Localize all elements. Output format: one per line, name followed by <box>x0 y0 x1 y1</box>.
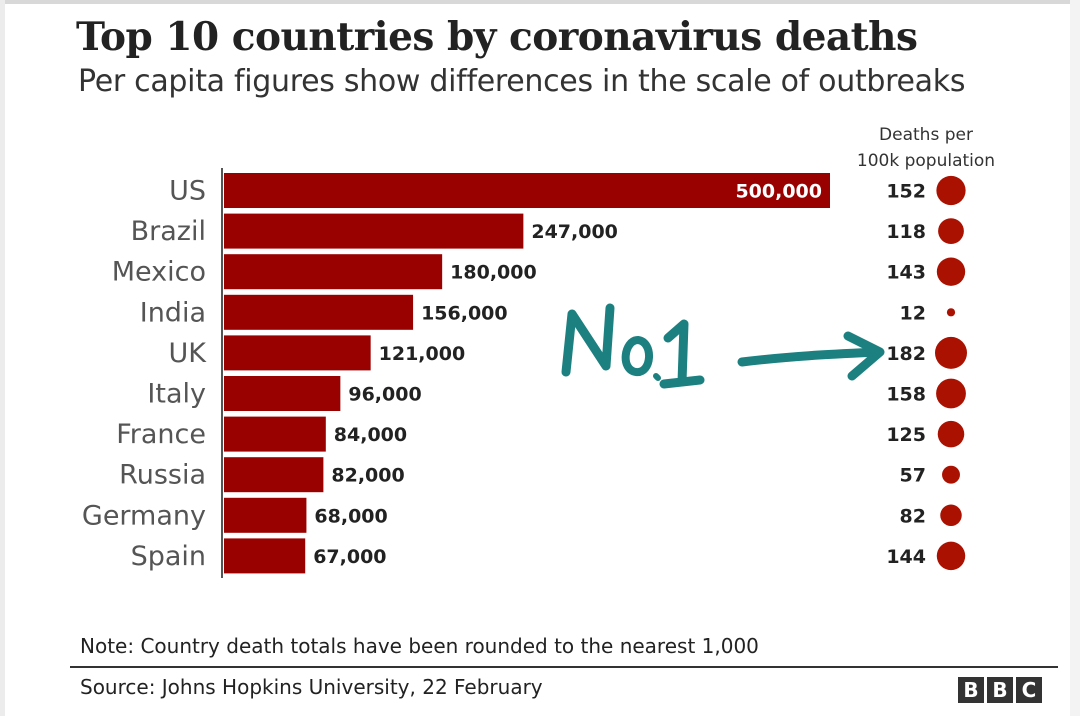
rate-label: 12 <box>900 302 926 324</box>
logo-letter: B <box>958 677 984 703</box>
source-line: Source: Johns Hopkins University, 22 Feb… <box>80 675 543 699</box>
rate-dot <box>936 257 966 286</box>
category-label: Italy <box>147 379 206 410</box>
bar <box>224 497 307 533</box>
rate-dot <box>946 308 956 317</box>
rate-label: 144 <box>886 546 926 568</box>
rate-dot <box>936 378 966 409</box>
bbc-logo: B B C <box>958 677 1042 703</box>
arrow-icon <box>737 331 885 381</box>
rate-dot <box>935 336 967 369</box>
category-label: UK <box>169 338 208 369</box>
rate-header-line1: Deaths per <box>879 125 973 145</box>
value-label: 500,000 <box>735 181 822 203</box>
logo-letter: B <box>987 677 1013 703</box>
bar <box>224 376 341 411</box>
rate-label: 158 <box>886 384 926 406</box>
value-label: 82,000 <box>331 465 404 487</box>
rate-dot <box>938 218 964 244</box>
rate-label: 125 <box>886 424 926 446</box>
value-label: 96,000 <box>348 384 421 406</box>
chart-title: Top 10 countries by coronavirus deaths <box>76 14 918 60</box>
bar <box>224 416 326 452</box>
rate-dot <box>940 504 962 527</box>
value-label: 121,000 <box>379 343 466 365</box>
category-label: Mexico <box>112 257 206 288</box>
value-label: 68,000 <box>314 505 387 527</box>
category-label: Germany <box>82 500 206 531</box>
value-label: 84,000 <box>334 424 407 446</box>
footnote: Note: Country death totals have been rou… <box>80 634 759 658</box>
rate-header-line2: 100k population <box>857 151 995 171</box>
category-label: Spain <box>131 541 206 572</box>
annotation-letter-n <box>561 303 615 377</box>
rate-dot <box>942 465 960 484</box>
top-edge <box>0 0 1080 4</box>
value-label: 67,000 <box>313 546 386 568</box>
bars-group: US 500,000 Brazil 247,000 Mexico 180,000 India… <box>82 168 830 578</box>
bar <box>224 213 524 249</box>
bar <box>224 538 306 574</box>
bar <box>224 173 830 208</box>
category-label: France <box>116 419 206 450</box>
value-label: 180,000 <box>450 262 537 284</box>
value-label: 156,000 <box>421 302 508 324</box>
rate-label: 152 <box>886 181 926 203</box>
bar <box>224 294 414 330</box>
annotation-letter-o <box>621 336 654 376</box>
footer-divider <box>70 666 1058 668</box>
bar <box>224 335 371 371</box>
bar <box>224 457 324 493</box>
left-edge <box>0 0 5 716</box>
rate-dot <box>936 175 966 206</box>
annotation-digit-one <box>659 319 705 389</box>
bar <box>224 254 443 290</box>
rate-label: 82 <box>900 505 926 527</box>
rate-label: 118 <box>886 221 926 243</box>
rate-dot <box>937 420 965 448</box>
category-label: Russia <box>119 460 206 491</box>
rate-dot <box>936 541 966 571</box>
rate-label: 182 <box>886 343 926 365</box>
value-label: 247,000 <box>531 221 618 243</box>
category-label: India <box>140 297 206 328</box>
rate-label: 57 <box>900 465 926 487</box>
right-edge <box>1070 0 1080 716</box>
per-capita-dots-group: 152 118 143 12 182 158 125 57 82 144 <box>886 175 967 571</box>
rate-label: 143 <box>886 262 926 284</box>
category-label: Brazil <box>131 216 206 247</box>
chart-subtitle: Per capita figures show differences in t… <box>78 64 966 99</box>
annotation-dot <box>653 373 661 381</box>
category-label: US <box>169 176 206 207</box>
logo-letter: C <box>1016 677 1042 703</box>
